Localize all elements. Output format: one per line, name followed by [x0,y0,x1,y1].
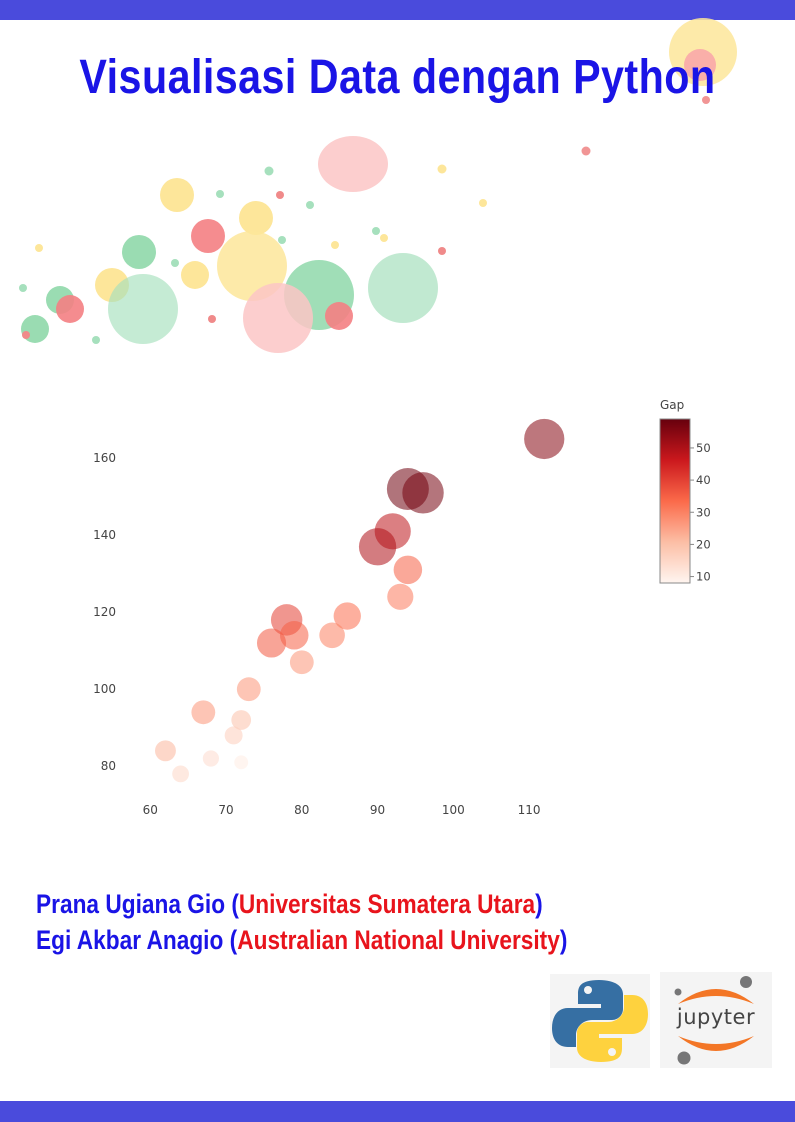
deco-bubble [22,331,30,339]
deco-bubble [325,302,353,330]
jupyter-logo-icon: jupyter [660,972,772,1068]
deco-bubble [368,253,438,323]
deco-bubble [92,336,100,344]
author-name: Prana Ugiana Gio [36,889,226,919]
data-point [191,700,216,725]
data-point [333,602,361,630]
deco-bubble [318,136,388,192]
deco-bubble [581,146,591,156]
data-point [358,528,397,566]
data-point [231,710,252,730]
python-logo-icon [550,974,650,1068]
colorbar-tick-label: 10 [696,570,711,584]
jupyter-wordmark: jupyter [676,1005,756,1029]
deco-bubble [171,259,179,267]
x-tick-label: 70 [218,803,233,817]
deco-bubble [380,234,388,242]
x-axis-ticks: 60 70 80 90 100 110 [143,803,541,817]
deco-bubble [306,201,314,209]
y-tick-label: 120 [93,605,116,619]
author-affiliation: Universitas Sumatera Utara [238,889,536,919]
x-tick-label: 90 [370,803,385,817]
colorbar-ticks: 10 20 30 40 50 [690,441,711,584]
y-tick-label: 160 [93,451,116,465]
data-point [236,677,261,702]
data-point [172,765,190,783]
data-point [155,740,176,762]
deco-bubble [108,274,178,344]
book-title: Visualisasi Data dengan Python [79,51,716,104]
data-point [202,750,220,767]
deco-bubble [19,284,27,292]
data-point [234,755,249,770]
points-layer [155,418,565,783]
data-point [524,418,565,460]
colorbar-title: Gap [660,398,684,412]
deco-bubble [35,244,43,252]
x-tick-label: 80 [294,803,309,817]
colorbar-tick-label: 40 [696,473,711,487]
deco-bubble [276,191,284,199]
data-point [224,726,243,745]
deco-bubble [191,219,225,253]
author-line-2: Egi Akbar Anagio (Australian National Un… [36,925,568,955]
deco-bubble [264,166,274,176]
y-tick-label: 140 [93,528,116,542]
deco-bubble [122,235,156,269]
author-affiliation: Australian National University [237,925,560,955]
deco-bubble [181,261,209,289]
bottom-color-band [0,1101,795,1122]
x-tick-label: 60 [143,803,158,817]
x-tick-label: 100 [442,803,465,817]
deco-bubble [217,231,287,301]
deco-bubble [56,295,84,323]
deco-bubble [278,236,286,244]
deco-bubble [331,241,339,249]
data-point [279,621,309,650]
data-point [256,628,287,658]
deco-bubble [160,178,194,212]
deco-bubble [208,315,216,323]
top-color-band [0,0,795,20]
decorative-bubble-art [19,18,737,353]
bubble-chart: 60 70 80 90 100 110 80 100 120 140 160 Gap 10 20 30… [93,398,711,817]
deco-bubble [684,49,716,81]
data-point [387,583,414,610]
deco-bubble [437,164,447,174]
deco-bubble [243,283,313,353]
deco-bubble [216,190,224,198]
colorbar-gradient [659,418,691,584]
colorbar: Gap 10 20 30 40 50 [659,398,711,584]
data-point [289,650,314,675]
y-tick-label: 100 [93,682,116,696]
deco-bubble [372,227,380,235]
data-point [319,622,345,649]
author-name: Egi Akbar Anagio [36,925,224,955]
x-tick-label: 110 [518,803,541,817]
deco-bubble [239,201,273,235]
y-tick-label: 80 [101,759,116,773]
deco-bubble [702,96,710,104]
y-axis-ticks: 80 100 120 140 160 [93,451,116,773]
data-point [402,472,444,514]
author-line-1: Prana Ugiana Gio (Universitas Sumatera U… [36,889,543,919]
colorbar-tick-label: 30 [696,505,711,519]
deco-bubble [438,247,446,255]
deco-bubble [479,199,487,207]
colorbar-tick-label: 50 [696,441,711,455]
colorbar-tick-label: 20 [696,537,711,551]
authors-block: Prana Ugiana Gio (Universitas Sumatera U… [36,886,669,958]
data-point [393,555,423,585]
